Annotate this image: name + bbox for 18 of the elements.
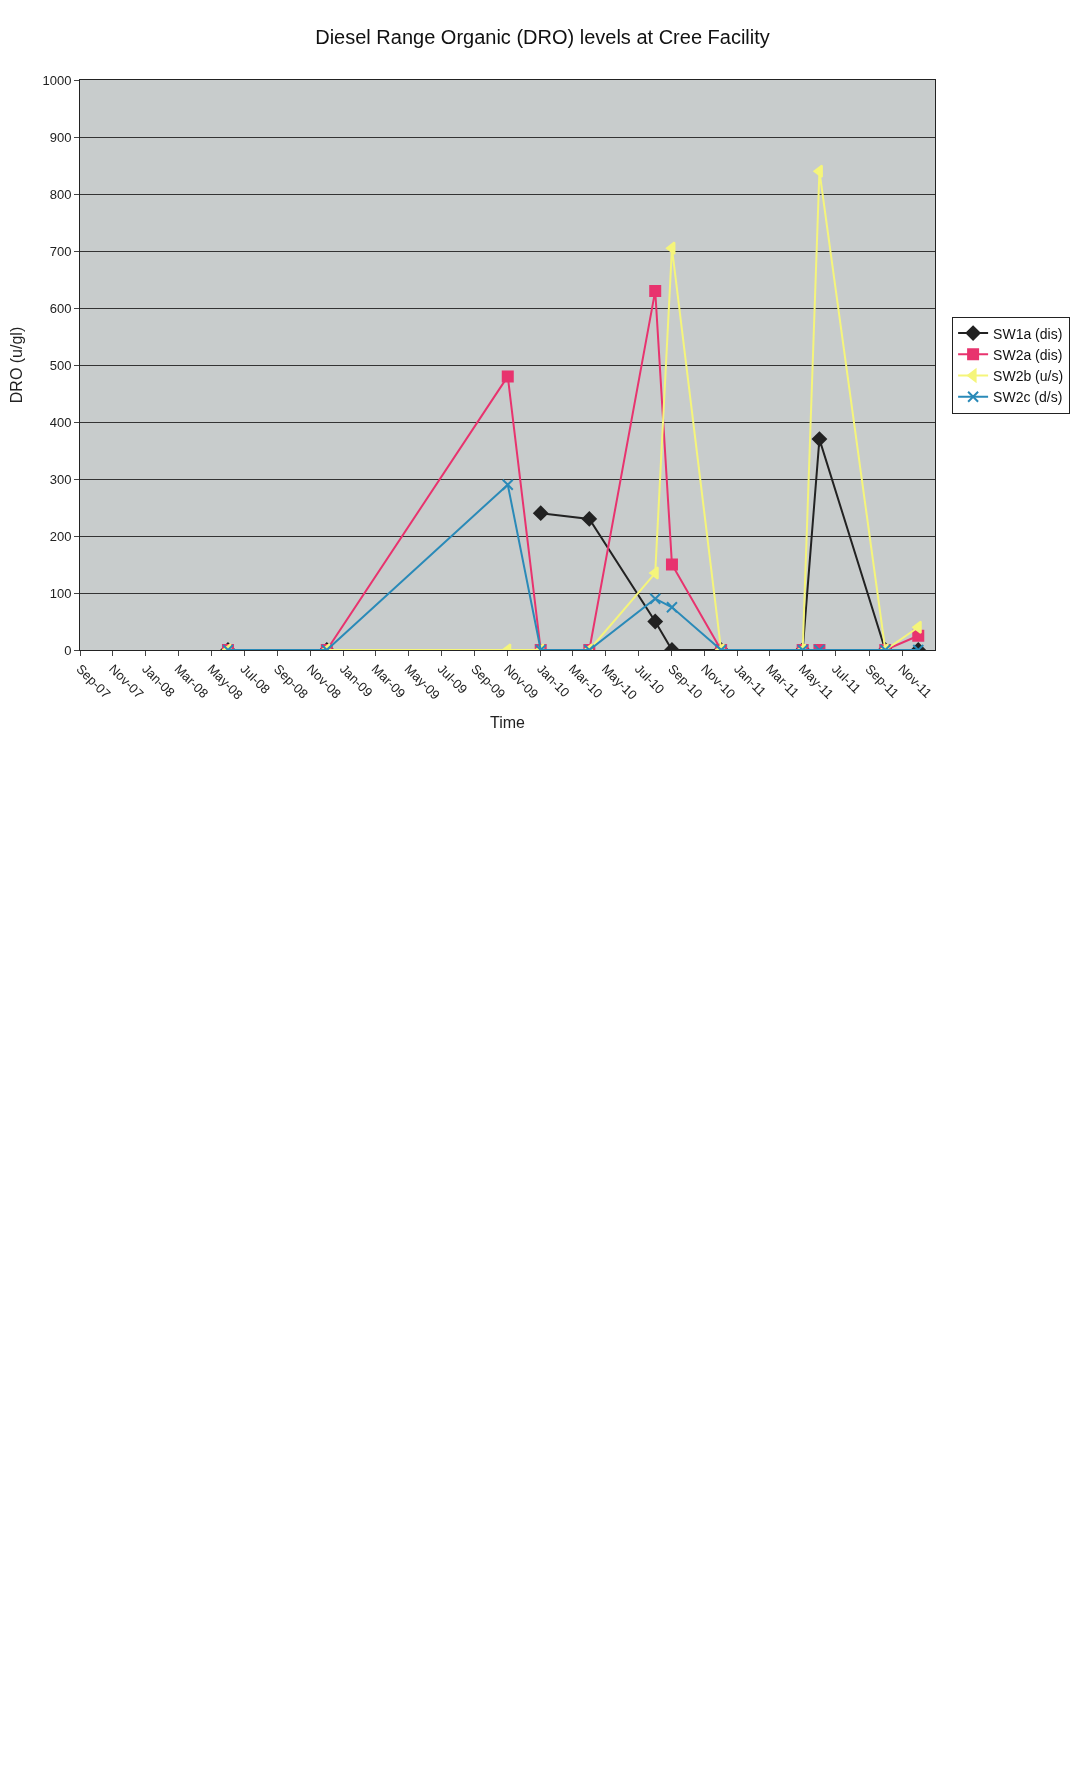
y-tick-label: 200 [49,528,72,544]
chart-title: Diesel Range Organic (DRO) levels at Cree Facility [315,26,770,49]
y-tick-label: 800 [49,186,72,202]
y-axis-title: DRO (u/gl) [8,326,26,404]
legend-label: SW2b (u/s) [993,367,1064,384]
y-tick-label: 600 [49,300,72,316]
y-tick-label: 900 [49,129,72,145]
legend-label: SW2a (dis) [993,346,1063,363]
y-tick-label: 400 [49,414,72,430]
x-axis-title: Time [490,714,526,732]
y-tick-label: 700 [49,243,72,259]
y-tick-label: 0 [64,642,72,658]
y-tick-label: 1000 [42,72,72,88]
legend-label: SW1a (dis) [993,325,1063,342]
y-tick-label: 300 [49,471,72,487]
y-tick-label: 500 [49,357,72,373]
legend-label: SW2c (d/s) [993,389,1063,406]
y-tick-label: 100 [49,585,72,601]
